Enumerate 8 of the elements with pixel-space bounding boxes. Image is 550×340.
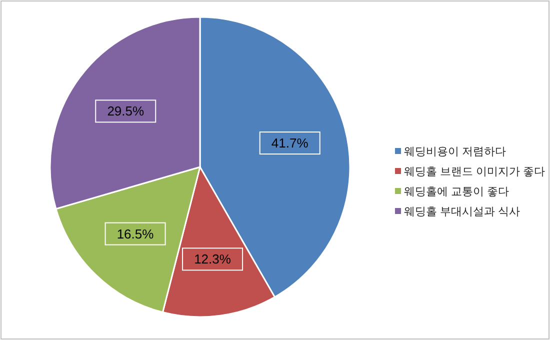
legend-label: 웨딩홀에 교통이 좋다 [404,186,510,198]
data-label: 29.5% [107,104,144,119]
legend-label: 웨딩홀 부대시설과 식사 [404,206,520,218]
data-label: 16.5% [116,226,154,242]
data-label: 41.7% [271,136,309,151]
data-label: 12.3% [194,252,232,267]
legend-label: 웨딩비용이 저렴하다 [404,146,506,158]
legend-label: 웨딩홀 브랜드 이미지가 좋다 [404,166,546,178]
